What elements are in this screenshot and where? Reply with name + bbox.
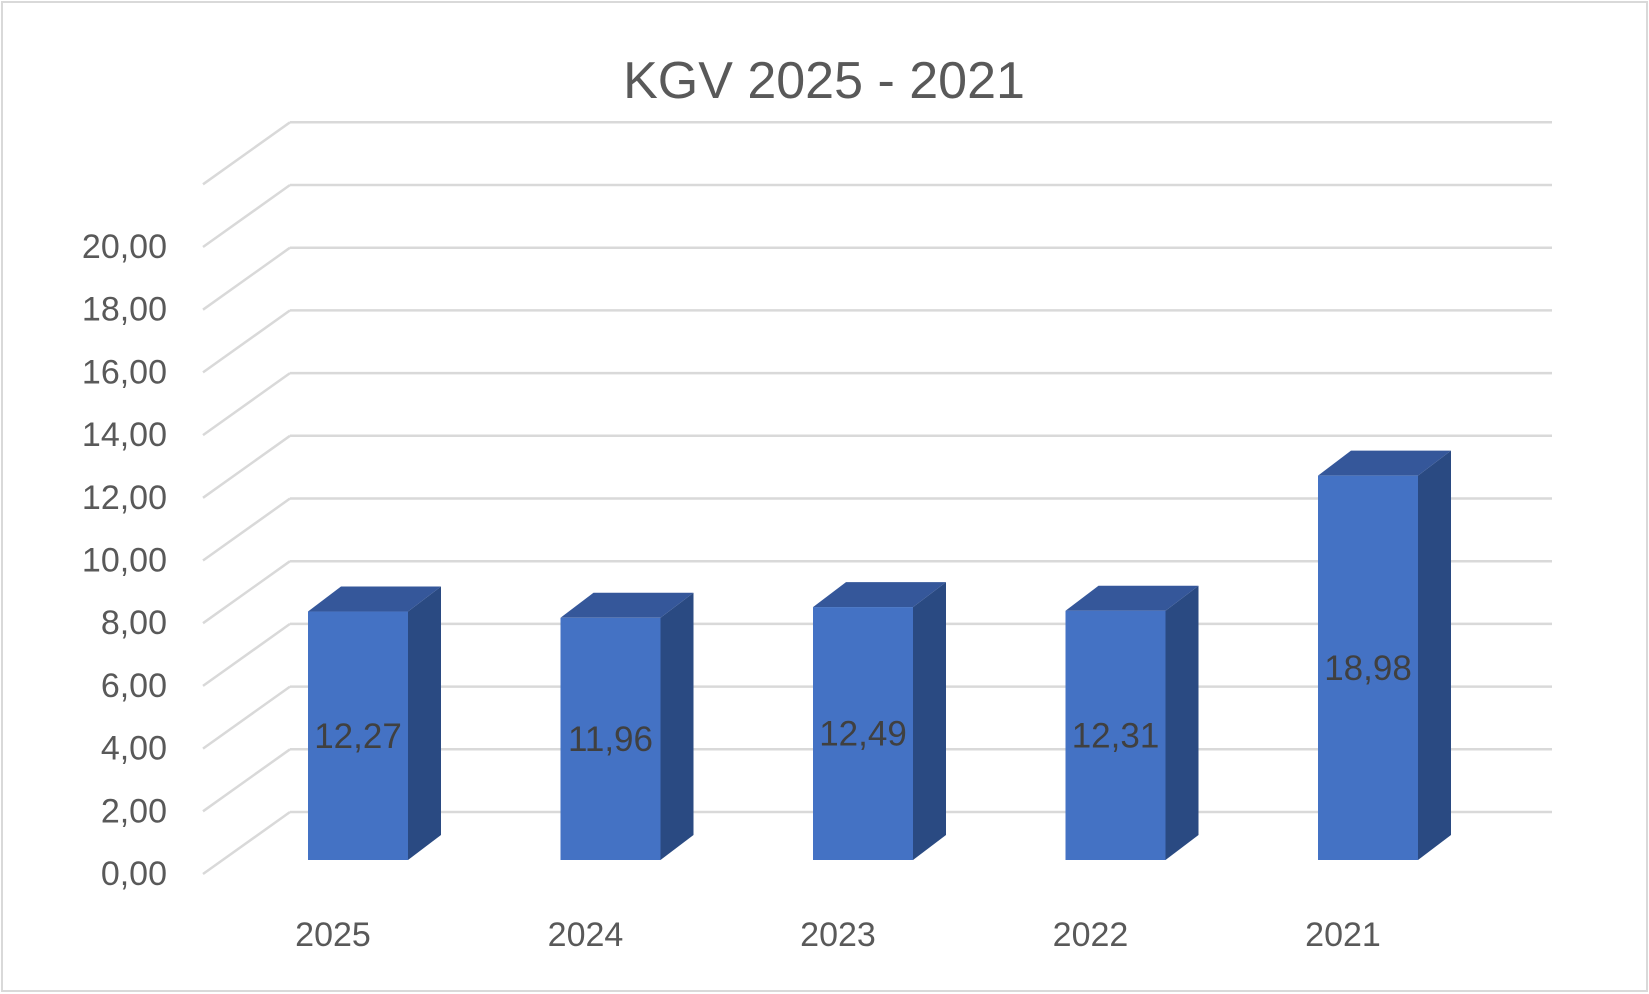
- bar-chart: KGV 2025 - 2021 0,00 2,00 4,00 6,00 8,00 10,0…: [82, 52, 1552, 954]
- bar-front: [308, 611, 408, 860]
- bar-2024: [560, 592, 694, 860]
- y-tick-label: 12,00: [82, 479, 167, 517]
- chart-title: KGV 2025 - 2021: [623, 52, 1025, 110]
- bar-side: [660, 592, 694, 860]
- y-tick-label: 4,00: [101, 730, 167, 768]
- gridline-diagonal: [202, 183, 291, 249]
- gridline-diagonal: [202, 685, 291, 750]
- data-label: 12,31: [1072, 716, 1160, 755]
- bar-front: [1065, 610, 1166, 860]
- x-tick-label: 2021: [1305, 916, 1381, 954]
- y-tick-label: 16,00: [82, 353, 167, 391]
- bar-side: [913, 582, 946, 860]
- bar-top: [560, 592, 694, 618]
- bar-2025: [308, 586, 441, 860]
- bar-2023: [813, 582, 946, 860]
- bar-top: [1065, 585, 1199, 611]
- bar-side: [408, 586, 441, 860]
- gridline-diagonal: [202, 622, 291, 687]
- y-tick-label: 2,00: [101, 792, 167, 830]
- gridline-diagonal: [202, 246, 291, 311]
- y-tick-label: 14,00: [82, 416, 167, 454]
- gridline-diagonal: [202, 309, 291, 374]
- y-axis-ticks: 0,00 2,00 4,00 6,00 8,00 10,00 12,00 14,00 16,00…: [82, 228, 167, 893]
- bars: [308, 450, 1451, 860]
- data-label: 12,49: [819, 715, 907, 754]
- x-tick-label: 2025: [295, 916, 371, 954]
- bar-top: [813, 582, 946, 608]
- data-label: 11,96: [568, 720, 653, 759]
- bar-2021: [1318, 450, 1451, 860]
- gridline-diagonal: [202, 497, 291, 562]
- x-tick-label: 2024: [548, 916, 624, 954]
- data-labels: 12,27 11,96 12,49 12,31 18,98: [314, 649, 1412, 759]
- bar-top: [308, 586, 441, 612]
- gridline-diagonal: [202, 810, 291, 876]
- y-tick-label: 18,00: [82, 291, 167, 329]
- gridline-diagonal: [202, 434, 291, 499]
- x-tick-label: 2023: [800, 916, 876, 954]
- bar-side: [1165, 585, 1199, 860]
- bar-top: [1318, 450, 1451, 476]
- bar-side: [1418, 450, 1451, 860]
- bar-front: [1318, 475, 1418, 860]
- y-tick-label: 6,00: [101, 667, 167, 705]
- bar-front: [813, 607, 913, 860]
- x-tick-label: 2022: [1053, 916, 1129, 954]
- y-tick-label: 20,00: [82, 228, 167, 266]
- bar-front: [560, 617, 661, 860]
- gridline-diagonal: [202, 372, 291, 437]
- gridline-diagonal: [202, 748, 291, 813]
- gridline-diagonal: [202, 560, 291, 625]
- y-tick-label: 8,00: [101, 604, 167, 642]
- data-label: 18,98: [1324, 649, 1412, 688]
- data-label: 12,27: [314, 717, 402, 756]
- x-axis-ticks: 2025 2024 2023 2022 2021: [295, 916, 1381, 954]
- y-tick-label: 10,00: [82, 542, 167, 580]
- gridline-diagonal: [202, 121, 291, 186]
- y-tick-label: 0,00: [101, 855, 167, 893]
- bar-2022: [1065, 585, 1199, 860]
